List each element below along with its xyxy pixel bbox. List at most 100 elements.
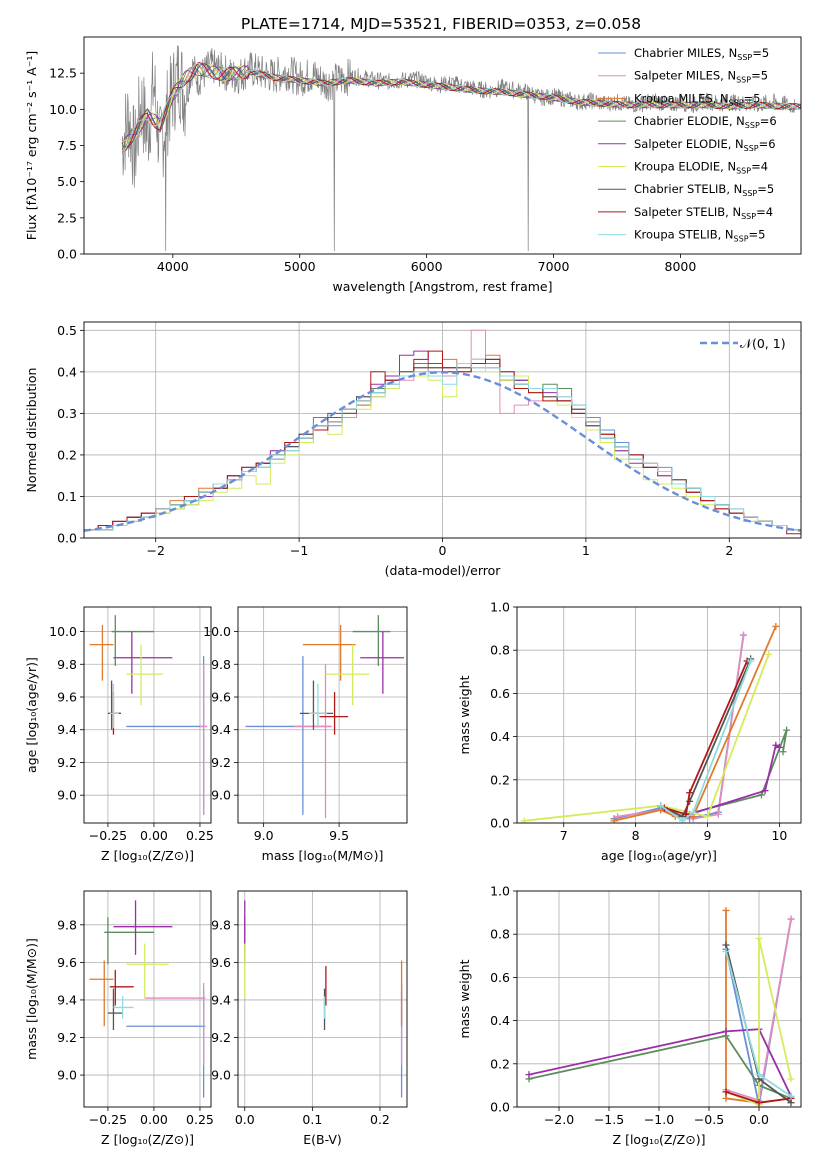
x-tick-label: 0.25 bbox=[186, 828, 214, 843]
plot-content bbox=[89, 615, 208, 815]
x-axis-label: Z [log₁₀(Z/Z⊙)] bbox=[101, 1132, 194, 1147]
y-tick-label: 1.0 bbox=[490, 884, 510, 899]
y-tick-label: 9.6 bbox=[57, 690, 77, 705]
weight-marker bbox=[747, 657, 755, 665]
x-tick-label: 10 bbox=[771, 828, 787, 843]
x-tick-label: 9.0 bbox=[254, 828, 274, 843]
errorbar-point bbox=[302, 625, 356, 681]
y-tick-label: 0.1 bbox=[57, 489, 77, 504]
weight-line bbox=[725, 938, 792, 1107]
y-tick-label: 9.0 bbox=[211, 1068, 231, 1083]
x-axis-label: Z [log₁₀(Z/Z⊙)] bbox=[613, 1132, 706, 1147]
x-tick-label: 0.2 bbox=[370, 1112, 390, 1127]
x-tick-label: 0.1 bbox=[302, 1112, 322, 1127]
chart-legend: 𝒩(0, 1) bbox=[700, 336, 786, 351]
y-tick-label: 10.0 bbox=[203, 624, 231, 639]
y-tick-label: 9.8 bbox=[211, 917, 231, 932]
legend-label: Kroupa ELODIE, NSSP=4 bbox=[634, 160, 768, 176]
x-tick-label: −2 bbox=[146, 543, 164, 558]
weight-marker bbox=[657, 802, 665, 810]
axes-frame bbox=[516, 606, 802, 824]
legend-label: Chabrier MILES, NSSP=5 bbox=[634, 46, 769, 62]
x-tick-label: 0.00 bbox=[140, 1112, 168, 1127]
x-tick-label: 0 bbox=[439, 543, 447, 558]
weight-marker bbox=[610, 817, 618, 823]
y-tick-label: 10.0 bbox=[49, 102, 77, 117]
errorbar-point bbox=[104, 917, 154, 965]
y-tick-label: 9.6 bbox=[211, 690, 231, 705]
weight-marker bbox=[739, 631, 747, 639]
y-tick-label: 10.0 bbox=[49, 624, 77, 639]
weight-marker bbox=[704, 813, 712, 821]
y-tick-label: 0.4 bbox=[490, 1013, 510, 1028]
plot-content bbox=[121, 45, 801, 252]
weight-marker bbox=[783, 726, 791, 734]
errorbar-point bbox=[126, 644, 164, 706]
errorbar-point bbox=[113, 631, 173, 694]
weight-line bbox=[660, 660, 752, 822]
weight-marker bbox=[525, 1071, 533, 1079]
weight-marker bbox=[755, 935, 763, 943]
x-tick-label: 9 bbox=[704, 828, 712, 843]
model-spectrum-line bbox=[121, 62, 801, 153]
axes-frame bbox=[516, 890, 802, 1108]
plot-content bbox=[244, 900, 403, 1098]
axes-frame bbox=[237, 606, 408, 824]
errorbar-point bbox=[144, 983, 206, 1066]
weight-marker bbox=[787, 1075, 795, 1083]
gridlines bbox=[238, 891, 407, 1107]
x-axis-label: wavelength [Angstrom, rest frame] bbox=[332, 279, 552, 294]
y-tick-label: 0.0 bbox=[490, 816, 510, 831]
x-tick-label: 0.0 bbox=[749, 1112, 769, 1127]
weight-line bbox=[685, 729, 788, 816]
errorbar-point bbox=[126, 943, 169, 999]
y-tick-label: 9.8 bbox=[57, 917, 77, 932]
weight-marker bbox=[686, 789, 694, 797]
weight-marker bbox=[686, 797, 694, 805]
weight-marker bbox=[714, 810, 722, 818]
x-tick-label: −0.25 bbox=[89, 1112, 127, 1127]
y-tick-label: 9.8 bbox=[211, 657, 231, 672]
plot-content bbox=[520, 622, 791, 823]
y-tick-label: 9.0 bbox=[211, 788, 231, 803]
x-tick-label: −0.5 bbox=[694, 1112, 724, 1127]
y-tick-label: 9.4 bbox=[57, 722, 77, 737]
plot-content bbox=[89, 900, 206, 1098]
x-tick-label: 0.00 bbox=[140, 828, 168, 843]
y-tick-label: 0.0 bbox=[490, 1100, 510, 1115]
model-spectrum-line bbox=[121, 64, 801, 143]
panel-weight_vs_age: 7 8 9 10 0.0 0.2 0.4 0.6 0.8 1.0 age [log₁₀(age/yr… bbox=[457, 600, 802, 863]
legend-label: Chabrier STELIB, NSSP=5 bbox=[634, 182, 774, 198]
y-axis-label: Flux [fλ10⁻¹⁷ erg cm⁻² s⁻¹ A⁻¹] bbox=[24, 51, 39, 240]
panel-age_vs_Z: −0.25 0.00 0.25 9.0 9.2 9.4 9.6 9.8 10.0 Z [log₁₀… bbox=[24, 606, 214, 863]
weight-marker bbox=[761, 787, 769, 795]
y-tick-label: 0.3 bbox=[57, 406, 77, 421]
x-tick-label: −2.0 bbox=[544, 1112, 574, 1127]
errorbar-point bbox=[107, 988, 123, 1030]
panel-mass_vs_EBV: 0.0 0.1 0.2 9.0 9.2 9.4 9.6 9.8 E(B-V) bbox=[211, 890, 408, 1147]
weight-marker bbox=[614, 813, 622, 821]
y-tick-label: 0.2 bbox=[57, 447, 77, 462]
y-tick-label: 0.4 bbox=[490, 729, 510, 744]
plot-content bbox=[84, 329, 801, 535]
legend-label: Salpeter STELIB, NSSP=4 bbox=[634, 205, 773, 221]
weight-line bbox=[689, 743, 780, 816]
weight-marker bbox=[775, 743, 783, 751]
errorbar-point bbox=[308, 683, 328, 729]
y-tick-label: 9.4 bbox=[211, 992, 231, 1007]
x-axis-label: mass [log₁₀(M/M⊙)] bbox=[262, 848, 384, 863]
x-axis-label: age [log₁₀(age/yr)] bbox=[601, 848, 717, 863]
errorbar-point bbox=[89, 960, 114, 1027]
histogram-step bbox=[84, 358, 801, 531]
axes-frame bbox=[83, 606, 212, 824]
weight-marker bbox=[722, 1027, 730, 1035]
weight-marker bbox=[722, 906, 730, 914]
plot-content bbox=[525, 906, 795, 1107]
y-tick-label: 0.2 bbox=[490, 772, 510, 787]
x-tick-label: −1.0 bbox=[644, 1112, 674, 1127]
x-tick-label: 6000 bbox=[411, 259, 443, 274]
errorbar-point bbox=[319, 692, 349, 735]
y-tick-label: 9.2 bbox=[211, 1030, 231, 1045]
